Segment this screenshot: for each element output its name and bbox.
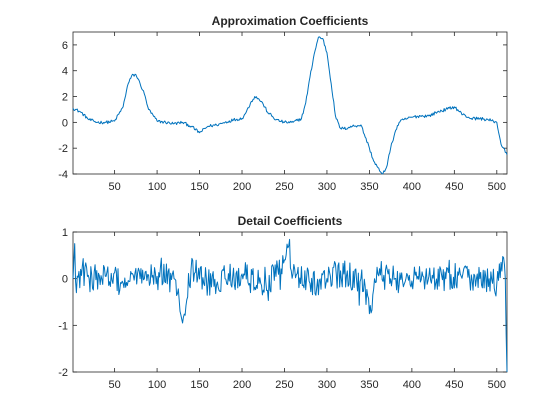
approximation-xtick-label: 100 [148,181,166,193]
detail-xtick-label: 500 [488,379,506,391]
approximation-title: Approximation Coefficients [212,14,369,28]
detail-xtick-label: 50 [108,379,120,391]
approximation-xtick-label: 400 [403,181,421,193]
approximation-ytick-label: 6 [62,40,68,52]
approximation-xtick-label: 350 [360,181,378,193]
approximation-xtick-label: 500 [488,181,506,193]
detail-xtick-label: 300 [318,379,336,391]
approximation-xtick-label: 50 [108,181,120,193]
detail-ticks: 50 100 150 200 250 300 350 400 450 500 -2 -1 0 1 [58,227,507,391]
detail-xtick-label: 250 [275,379,293,391]
detail-ytick-label: 1 [62,227,68,239]
detail-series-line [72,238,508,373]
approximation-ticks: 50 100 150 200 250 300 350 400 450 500 -4 -2 0 2 4 6 [58,32,507,193]
detail-series [72,238,508,373]
detail-xtick-label: 200 [233,379,251,391]
detail-xtick-label: 150 [190,379,208,391]
approximation-xtick-label: 200 [233,181,251,193]
approximation-xtick-label: 300 [318,181,336,193]
detail-ytick-label: -2 [58,367,68,379]
approximation-xtick-label: 250 [275,181,293,193]
detail-ytick-label: -1 [58,320,68,332]
detail-xtick-label: 100 [148,379,166,391]
approximation-xtick-label: 450 [445,181,463,193]
detail-axes: Detail Coefficients 50 100 150 200 250 300 350… [58,214,508,391]
approximation-series [72,36,508,175]
approximation-ytick-label: 4 [62,66,68,78]
detail-title: Detail Coefficients [238,214,343,228]
detail-xtick-label: 400 [403,379,421,391]
approximation-ytick-label: -2 [58,143,68,155]
detail-ytick-label: 0 [62,274,68,286]
approximation-plot-area [72,31,508,175]
approximation-axes: Approximation Coefficients 50 100 150 200 25… [58,14,508,193]
detail-xtick-label: 450 [445,379,463,391]
approximation-series-line [72,36,508,175]
approximation-ytick-label: 2 [62,92,68,104]
approximation-ytick-label: -4 [58,169,68,181]
approximation-xtick-label: 150 [190,181,208,193]
detail-xtick-label: 350 [360,379,378,391]
approximation-ytick-label: 0 [62,117,68,129]
